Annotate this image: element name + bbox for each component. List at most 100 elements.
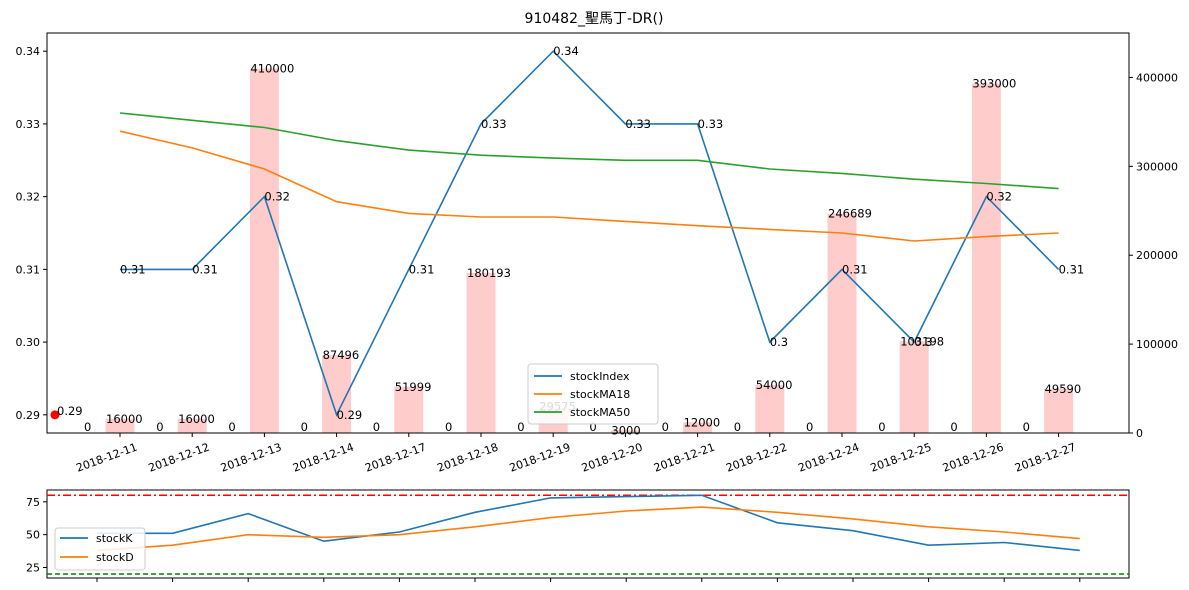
index-data-label: 0.31 [192,262,218,276]
volume-data-label: 12000 [684,415,721,429]
zero-data-label: 0 [806,420,813,434]
zero-data-label: 0 [734,420,741,434]
kd-y-tick-label: 50 [26,529,40,542]
kd-axes-frame [46,489,1130,579]
zero-data-label: 0 [950,420,957,434]
y2-tick-label: 400000 [1136,71,1178,84]
index-data-label: 0.3 [914,335,932,349]
kd-y-tick-label: 75 [26,496,40,509]
volume-data-label: 103198 [900,334,944,348]
x-tick-label: 2018-12-12 [147,441,212,475]
volume-data-label: 3000 [611,423,640,437]
x-tick-label: 2018-12-21 [652,441,717,475]
main-legend [527,363,659,425]
volume-bar [971,83,1001,434]
volume-bar [899,341,929,433]
zero-data-label: 0 [517,420,524,434]
volume-data-label: 393000 [972,77,1016,91]
x-tick-label: 2018-12-24 [796,441,861,475]
y2-tick-label: 200000 [1136,249,1178,262]
kd-series-line-stockD [96,506,1080,552]
kd-series-line-stockK [97,494,1080,552]
kd-legend-entry: stockD [96,551,134,564]
index-data-label: 0.33 [481,117,507,131]
x-tick-label: 2018-12-17 [363,441,428,475]
zero-data-label: 0 [1023,420,1030,434]
index-data-label: 0.32 [264,190,290,204]
zero-data-label: 0 [156,420,163,434]
y-tick-label: 0.33 [16,118,41,131]
volume-bar [755,385,785,433]
y-tick-label: 0.34 [16,45,41,58]
chart-title: 910482_聖馬丁-DR() [525,11,664,27]
zero-data-label: 0 [589,420,596,434]
index-data-label: 0.3 [770,335,788,349]
x-tick-label: 2018-12-19 [508,441,573,475]
index-data-label: 0.34 [553,44,579,58]
y-tick-label: 0.30 [16,336,41,349]
volume-bar [466,272,496,433]
volume-data-label: 16000 [178,412,215,426]
series-line-stockIndex [120,50,1060,417]
x-tick-label: 2018-12-14 [291,441,356,475]
zero-data-label: 0 [84,420,91,434]
legend-entry: stockMA50 [570,406,630,419]
volume-data-label: 410000 [250,62,294,76]
volume-data-label: 180193 [467,266,511,280]
x-tick-label: 2018-12-26 [941,441,1006,475]
volume-data-label: 54000 [756,378,793,392]
volume-bar [683,422,713,433]
main-plot: 0.290.300.310.320.330.340100000200000300… [16,32,1178,475]
y-tick-label: 0.29 [16,409,41,422]
zero-data-label: 0 [662,420,669,434]
x-tick-label: 2018-12-20 [580,441,645,475]
zero-data-label: 0 [445,420,452,434]
volume-bar [105,418,135,433]
volume-data-label: 246689 [828,207,872,221]
index-data-label: 0.31 [409,262,435,276]
volume-data-label: 49590 [1045,382,1082,396]
legend-entry: stockIndex [570,370,630,383]
index-data-label: 0.32 [986,190,1012,204]
x-tick-label: 2018-12-22 [724,441,789,475]
index-data-label: 0.31 [842,262,868,276]
kd-y-tick-label: 25 [26,561,40,574]
index-data-label: 0.31 [120,262,146,276]
x-tick-label: 2018-12-27 [1013,441,1078,475]
volume-bar [249,68,279,434]
volume-bar [827,213,857,433]
legend-entry: stockMA18 [570,388,630,401]
volume-bar [1044,388,1074,433]
volume-bar [394,386,424,433]
x-tick-label: 2018-12-18 [435,441,500,475]
x-tick-label: 2018-12-13 [219,441,284,475]
kd-plot: 25 50 75 stockK stockD [26,489,1130,582]
x-tick-label: 2018-12-25 [869,441,934,475]
volume-data-label: 87496 [323,348,360,362]
start-point-label: 0.29 [57,404,83,418]
y2-tick-label: 0 [1136,427,1143,440]
zero-data-label: 0 [228,420,235,434]
x-tick-label: 2018-12-11 [74,441,139,475]
zero-data-label: 0 [301,420,308,434]
volume-bar [177,418,207,433]
zero-data-label: 0 [373,420,380,434]
index-data-label: 0.33 [625,117,651,131]
y-tick-label: 0.32 [16,191,41,204]
index-data-label: 0.31 [1059,262,1085,276]
series-line-stockMA18 [119,130,1059,242]
volume-data-label: 16000 [106,412,143,426]
y2-tick-label: 300000 [1136,160,1178,173]
main-axes-frame [46,32,1130,434]
index-data-label: 0.33 [698,117,724,131]
kd-legend-entry: stockK [96,532,133,545]
series-line-stockMA50 [119,112,1059,190]
y2-tick-label: 100000 [1136,338,1178,351]
zero-data-label: 0 [878,420,885,434]
start-point-marker [50,410,60,420]
index-data-label: 0.29 [337,408,363,422]
volume-data-label: 51999 [395,380,432,394]
y-tick-label: 0.31 [16,263,41,276]
